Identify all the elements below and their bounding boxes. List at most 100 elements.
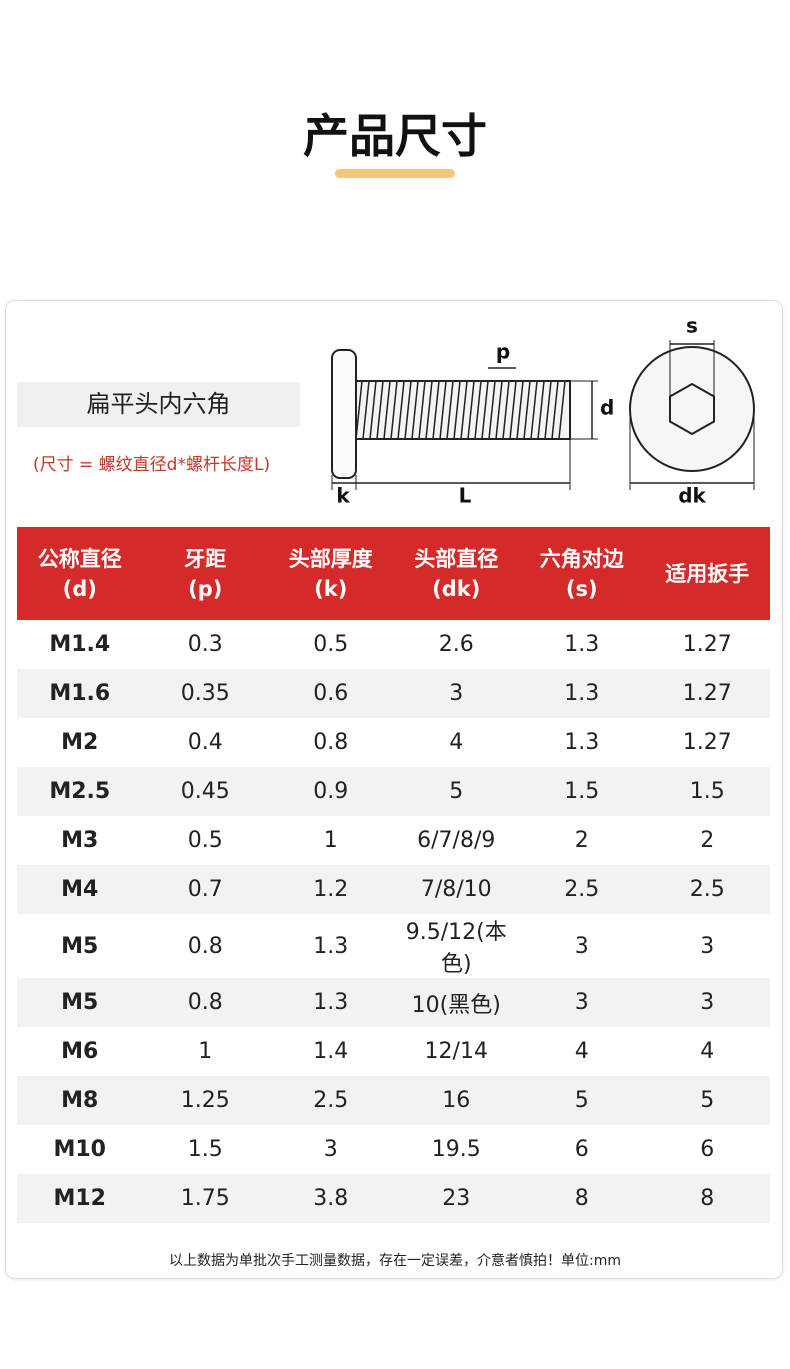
table-cell: M3 (61, 828, 99, 853)
thread (453, 380, 461, 440)
label-L: L (459, 484, 472, 508)
table-row: M1.4 0.3 0.5 2.6 1.3 1.27 (17, 620, 770, 669)
header-line: 公称直径 (37, 546, 122, 571)
table-row: M10 1.5 3 19.5 6 6 (17, 1125, 770, 1174)
product-name: 扁平头内六角 (17, 382, 300, 427)
thread (362, 380, 370, 440)
table-cell: M12 (17, 1174, 143, 1223)
table-cell: M6 (61, 1039, 99, 1064)
header-line: 适用扳手 (665, 561, 750, 586)
table-cell: 3 (393, 669, 519, 718)
table-cell: 19.5 (431, 1137, 481, 1162)
table-cell: 0.45 (142, 767, 268, 816)
thread (467, 380, 475, 440)
table-cell: 0.6 (268, 669, 394, 718)
table-cell: 0.8 (142, 978, 268, 1027)
thread (474, 380, 482, 440)
table-cell: 0.4 (187, 730, 223, 755)
table-cell: 1.27 (644, 669, 770, 718)
table-cell: 6 (700, 1137, 715, 1162)
table-row: M4 0.7 1.2 7/8/10 2.5 2.5 (17, 865, 770, 914)
header-line: (dk) (432, 576, 481, 601)
table-row: M2 0.4 0.8 4 1.3 1.27 (17, 718, 770, 767)
table-cell: 16 (393, 1076, 519, 1125)
table-row: M3 0.5 1 6/7/8/9 2 2 (17, 816, 770, 865)
table-cell: 3 (574, 933, 589, 959)
table-cell: 3.8 (268, 1174, 394, 1223)
table-cell: 1.3 (313, 933, 349, 959)
header-cell: 公称直径 (d) (17, 527, 143, 620)
header-line: 六角对边 (539, 546, 624, 571)
table-cell: M8 (17, 1076, 143, 1125)
table-cell: M2.5 (17, 767, 143, 816)
thread (383, 380, 391, 440)
label-k: k (336, 484, 350, 508)
table-row: M12 1.75 3.8 23 8 8 (17, 1174, 770, 1223)
label-dk: dk (678, 484, 706, 508)
header-line: (d) (62, 576, 97, 601)
table-cell: 1.25 (142, 1076, 268, 1125)
thread (502, 380, 510, 440)
table-cell: 1.3 (564, 632, 600, 657)
table-cell: 5 (644, 1076, 770, 1125)
table-row: M8 1.25 2.5 16 5 5 (17, 1076, 770, 1125)
thread (446, 380, 454, 440)
thread (509, 380, 517, 440)
product-note: (尺寸 = 螺纹直径d*螺杆长度L) (33, 455, 271, 475)
table-cell: 4 (449, 730, 464, 755)
table-cell: 2 (700, 828, 715, 853)
table-cell: 4 (574, 1039, 589, 1064)
header-row: 公称直径 (d) 牙距 (p) 头部厚度 (k) 头部直径 (dk) 六角对边 (s) 适用扳手 (17, 527, 770, 620)
thread (376, 380, 384, 440)
table-cell: 1.5 (644, 767, 770, 816)
size-table: 公称直径 (d) 牙距 (p) 头部厚度 (k) 头部直径 (dk) 六角对边 (s) 适用扳手 M… (17, 527, 770, 1223)
table-cell: 2.5 (519, 865, 645, 914)
header-line: 头部直径 (414, 546, 499, 571)
card (5, 300, 783, 1279)
table-cell: 2.6 (438, 632, 474, 657)
table-cell: 1.27 (682, 632, 732, 657)
header-line: (s) (565, 576, 598, 601)
table-cell: 2.5 (644, 865, 770, 914)
thread (460, 380, 468, 440)
table-body: M1.4 0.3 0.5 2.6 1.3 1.27 M1.6 0.35 0.6 3 1.3 1.27 M… (17, 620, 770, 1223)
thread (439, 380, 447, 440)
header-cell: 头部直径 (dk) (393, 527, 519, 620)
footer-note: 以上数据为单批次手工测量数据，存在一定误差，介意者慎拍！单位:mm (169, 1253, 621, 1269)
table-cell: 1.3 (268, 978, 394, 1027)
table-cell: 2.5 (268, 1076, 394, 1125)
table-cell: 3 (700, 933, 715, 959)
table-cell: 1 (198, 1039, 213, 1064)
thread (425, 380, 433, 440)
table-cell: 5 (393, 767, 519, 816)
table-cell: 1.4 (313, 1039, 349, 1064)
table-cell: 1.3 (564, 730, 600, 755)
thread (488, 380, 496, 440)
table-cell: 0.3 (187, 632, 223, 657)
table-cell: 1.3 (519, 669, 645, 718)
table-cell: 3 (644, 978, 770, 1027)
table-cell: 2 (574, 828, 589, 853)
table-cell: 1 (323, 828, 338, 853)
table-row: M2.5 0.45 0.9 5 1.5 1.5 (17, 767, 770, 816)
table-cell: 23 (393, 1174, 519, 1223)
label-d: d (600, 396, 614, 420)
table-cell: M5 (17, 978, 143, 1027)
thread (516, 380, 524, 440)
thread (537, 380, 545, 440)
label-s: s (686, 314, 698, 338)
header-line: (k) (314, 576, 348, 601)
header-line: 牙距 (184, 546, 227, 571)
title: 产品尺寸 (303, 109, 487, 163)
table-cell: M4 (17, 865, 143, 914)
table-cell: 8 (644, 1174, 770, 1223)
table-cell: 12/14 (424, 1039, 488, 1064)
header-cell: 六角对边 (s) (519, 527, 645, 620)
table-row: M5 0.8 1.3 10(黑色) 3 3 (17, 978, 770, 1027)
table-cell: 8 (519, 1174, 645, 1223)
table-cell: 1.27 (682, 730, 732, 755)
thread (390, 380, 398, 440)
table-cell: M1.6 (17, 669, 143, 718)
table-cell: 5 (519, 1076, 645, 1125)
thread (481, 380, 489, 440)
